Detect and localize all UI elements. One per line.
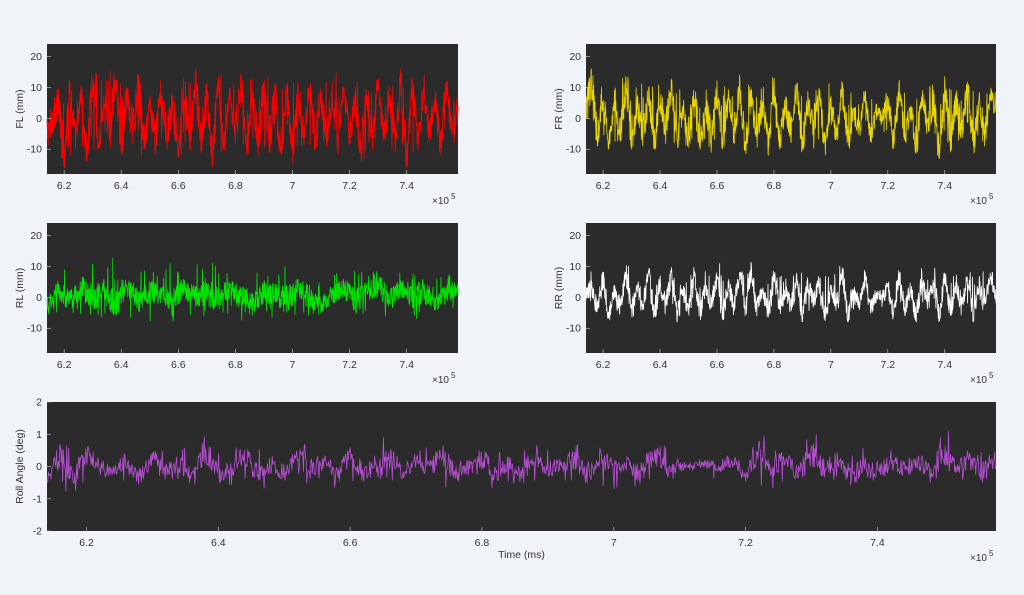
y-tick-label: 0 [575, 292, 581, 304]
x-tick-label: 7.2 [342, 180, 357, 192]
series-line [46, 257, 459, 322]
x-tick-label: 6.4 [211, 537, 226, 549]
series-line [46, 68, 459, 168]
y-tick-label: 1 [36, 429, 42, 441]
plot-area [47, 223, 458, 353]
x-tick-label: 6.2 [57, 180, 72, 192]
y-tick-label: 10 [569, 261, 581, 273]
x-tick-label: 6.4 [653, 359, 668, 371]
x-tick-label: 7.2 [738, 537, 753, 549]
chart-roll: -2 -1 0 1 2 6.2 6.4 6.6 6.8 7 7.2 7.4 Roll Angle (de… [14, 397, 997, 564]
x-tick-label: 7.4 [937, 359, 952, 371]
x-tick-label: 6.8 [767, 359, 782, 371]
y-axis-label: FR (mm) [553, 88, 565, 129]
x-tick-label: 6.2 [596, 359, 611, 371]
x-tick-label: 6.8 [767, 180, 782, 192]
x-tick-label: 6.6 [710, 180, 725, 192]
y-tick-label: -10 [566, 144, 581, 156]
x-tick-label: 7.4 [399, 180, 414, 192]
x-tick-label: 7 [290, 359, 296, 371]
y-axis-label: Roll Angle (deg) [14, 429, 26, 504]
y-tick-label: 0 [36, 113, 42, 125]
x-tick-label: 7 [611, 537, 617, 549]
y-tick-label: -10 [27, 323, 42, 335]
y-tick-label: -10 [566, 323, 581, 335]
y-axis-label: RL (mm) [14, 268, 26, 308]
x-exponent-power: 5 [989, 371, 994, 380]
x-exponent-base: ×10 [432, 196, 449, 207]
x-tick-label: 7.4 [937, 180, 952, 192]
y-tick-label: 10 [30, 261, 42, 273]
x-exponent-base: ×10 [970, 196, 987, 207]
x-tick-label: 6.2 [57, 359, 72, 371]
x-tick-label: 6.6 [710, 359, 725, 371]
x-tick-label: 7.2 [881, 359, 896, 371]
x-tick-label: 6.4 [114, 359, 129, 371]
x-exponent-power: 5 [989, 549, 994, 558]
plot-area [47, 402, 996, 531]
y-tick-label: -10 [27, 144, 42, 156]
y-tick-label: 0 [36, 292, 42, 304]
x-exponent-power: 5 [451, 192, 456, 201]
x-exponent-base: ×10 [432, 375, 449, 386]
x-tick-label: 7 [290, 180, 296, 192]
x-tick-label: 6.8 [228, 180, 243, 192]
x-exponent-power: 5 [451, 371, 456, 380]
chart-rr: -10 0 10 20 6.2 6.4 6.6 6.8 7 7.2 7.4 RR (mm) ×10 5 [553, 223, 997, 386]
x-axis-label: Time (ms) [498, 549, 545, 561]
y-tick-label: 20 [569, 51, 581, 63]
x-tick-label: 6.6 [171, 359, 186, 371]
y-tick-label: 20 [569, 230, 581, 242]
x-exponent-power: 5 [989, 192, 994, 201]
series-line [46, 430, 997, 492]
x-tick-label: 7.2 [342, 359, 357, 371]
x-tick-label: 6.2 [596, 180, 611, 192]
y-tick-label: 2 [36, 397, 42, 409]
y-tick-label: 10 [30, 82, 42, 94]
x-tick-label: 6.6 [171, 180, 186, 192]
y-axis-label: RR (mm) [553, 267, 565, 310]
y-tick-label: 20 [30, 51, 42, 63]
plot-area [586, 44, 996, 174]
x-tick-label: 7.2 [881, 180, 896, 192]
chart-rl: -10 0 10 20 6.2 6.4 6.6 6.8 7 7.2 7.4 RL (mm) ×10 5 [14, 223, 459, 386]
x-tick-label: 6.2 [79, 537, 94, 549]
y-tick-label: 20 [30, 230, 42, 242]
y-tick-label: -1 [33, 493, 42, 505]
x-tick-label: 7.4 [870, 537, 885, 549]
x-exponent-base: ×10 [970, 553, 987, 564]
chart-fr: -10 0 10 20 6.2 6.4 6.6 6.8 7 7.2 7.4 FR (mm) ×10 5 [553, 44, 997, 207]
x-tick-label: 6.4 [653, 180, 668, 192]
series-line [585, 261, 997, 323]
x-tick-label: 7.4 [399, 359, 414, 371]
x-tick-label: 6.8 [228, 359, 243, 371]
x-tick-label: 6.4 [114, 180, 129, 192]
y-tick-label: 10 [569, 82, 581, 94]
x-exponent-base: ×10 [970, 375, 987, 386]
series-line [585, 68, 997, 160]
x-tick-label: 6.6 [343, 537, 358, 549]
y-tick-label: -2 [33, 526, 42, 538]
y-axis-label: FL (mm) [14, 89, 26, 128]
x-tick-label: 7 [828, 359, 834, 371]
x-tick-label: 6.8 [475, 537, 490, 549]
y-tick-label: 0 [575, 113, 581, 125]
y-tick-label: 0 [36, 461, 42, 473]
chart-fl: -10 0 10 20 6.2 6.4 6.6 6.8 7 7.2 7.4 FL (mm) ×10 5 [14, 44, 459, 207]
x-tick-label: 7 [828, 180, 834, 192]
